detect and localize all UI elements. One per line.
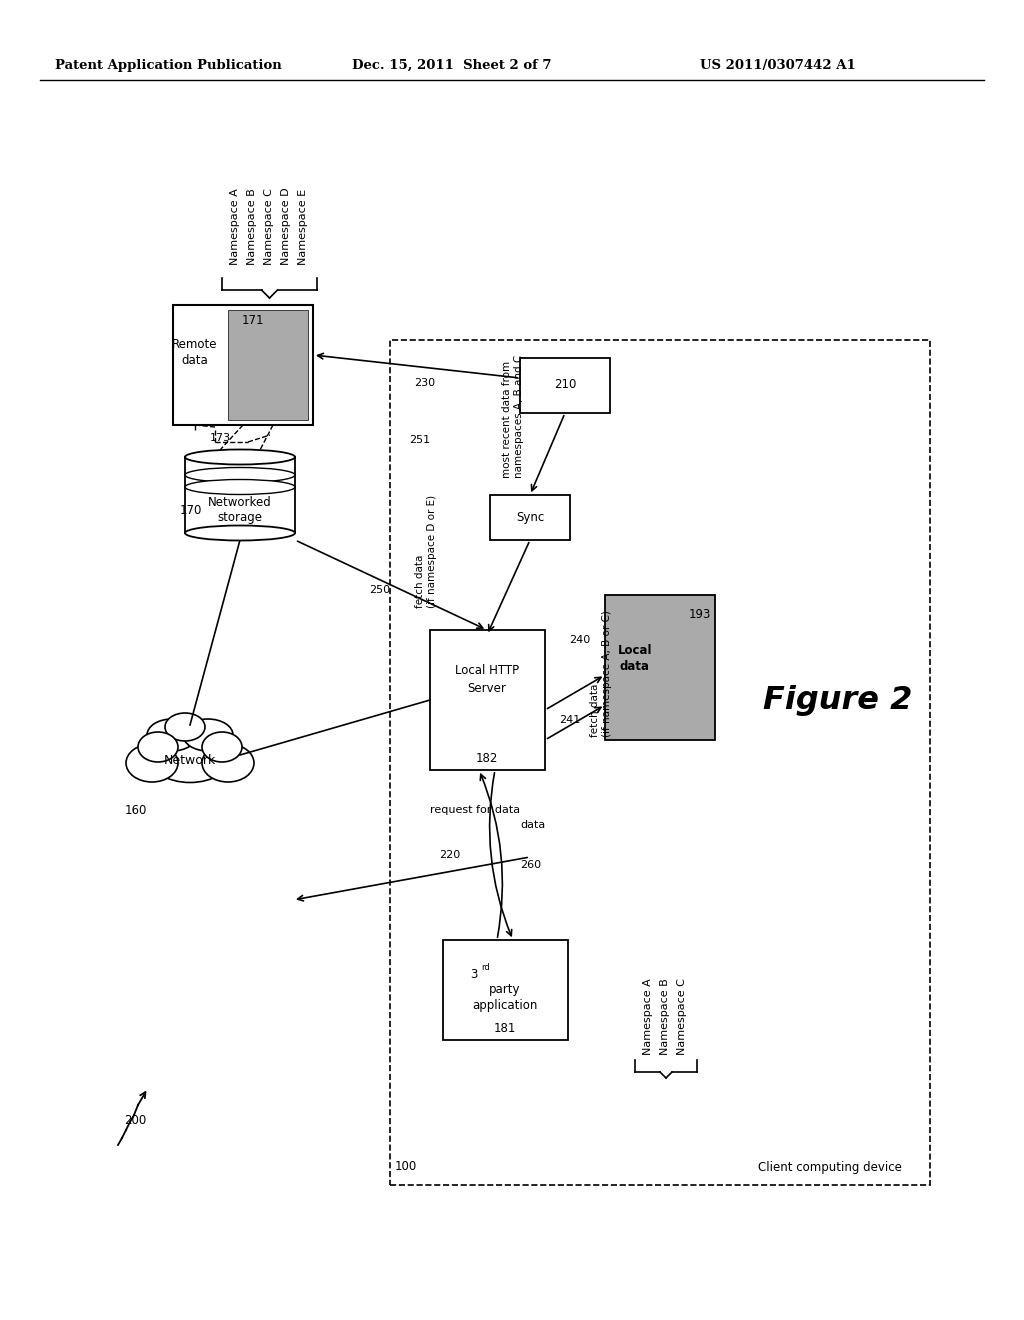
Text: Local HTTP: Local HTTP	[455, 664, 519, 676]
Text: Namespace C: Namespace C	[264, 189, 274, 265]
Text: data: data	[620, 660, 650, 673]
Ellipse shape	[185, 525, 295, 540]
Text: 260: 260	[520, 861, 541, 870]
Text: request for data: request for data	[430, 805, 520, 814]
Ellipse shape	[202, 733, 242, 762]
Bar	[228, 310, 308, 420]
Text: 230: 230	[415, 378, 435, 388]
Bar	[430, 630, 545, 770]
Text: Namespace A: Namespace A	[643, 978, 653, 1055]
Bar	[605, 595, 715, 741]
Text: Sync: Sync	[516, 511, 544, 524]
Text: 182: 182	[476, 751, 499, 764]
Text: Server: Server	[468, 681, 507, 694]
Text: US 2011/0307442 A1: US 2011/0307442 A1	[700, 58, 856, 71]
Ellipse shape	[183, 719, 233, 751]
Text: 220: 220	[439, 850, 461, 861]
Text: Remote: Remote	[172, 338, 218, 351]
Bar	[173, 305, 313, 425]
Text: 240: 240	[569, 635, 591, 645]
Text: Dec. 15, 2011  Sheet 2 of 7: Dec. 15, 2011 Sheet 2 of 7	[352, 58, 552, 71]
Text: 181: 181	[494, 1022, 516, 1035]
Text: 251: 251	[410, 436, 430, 445]
Text: Namespace B: Namespace B	[247, 189, 257, 265]
Text: Local: Local	[617, 644, 652, 656]
Text: fetch data
(if namespace A, B or C): fetch data (if namespace A, B or C)	[590, 610, 611, 737]
Ellipse shape	[185, 467, 295, 483]
Text: party: party	[489, 983, 521, 997]
Text: Namespace E: Namespace E	[298, 189, 308, 265]
Text: Client computing device: Client computing device	[758, 1160, 902, 1173]
Text: Namespace B: Namespace B	[660, 978, 670, 1055]
Ellipse shape	[165, 713, 205, 741]
Text: 3: 3	[471, 969, 478, 982]
Bar	[443, 940, 568, 1040]
Text: Patent Application Publication: Patent Application Publication	[55, 58, 282, 71]
Text: 170: 170	[180, 503, 203, 516]
Bar	[490, 495, 570, 540]
Text: Namespace D: Namespace D	[281, 187, 291, 265]
Text: application: application	[472, 998, 538, 1011]
Text: 160: 160	[125, 804, 147, 817]
Text: 173: 173	[210, 433, 230, 444]
Ellipse shape	[185, 479, 295, 495]
Ellipse shape	[202, 744, 254, 781]
Text: Figure 2: Figure 2	[763, 685, 912, 715]
Ellipse shape	[126, 744, 178, 781]
Text: 193: 193	[689, 609, 712, 622]
Text: Networked: Networked	[208, 495, 272, 508]
Ellipse shape	[138, 733, 178, 762]
Text: 171: 171	[242, 314, 264, 326]
Text: rd: rd	[481, 964, 489, 973]
Bar	[390, 341, 930, 1185]
Text: Network: Network	[164, 754, 216, 767]
Text: 200: 200	[124, 1114, 146, 1126]
Text: Namespace A: Namespace A	[230, 189, 240, 265]
Text: 210: 210	[554, 379, 577, 392]
Text: most recent data from
namespaces A, B and C: most recent data from namespaces A, B an…	[502, 355, 523, 478]
Ellipse shape	[185, 450, 295, 465]
Text: data: data	[520, 820, 545, 830]
Text: Namespace C: Namespace C	[677, 978, 687, 1055]
Text: fetch data
(if namespace D or E): fetch data (if namespace D or E)	[415, 495, 436, 609]
Text: 250: 250	[370, 585, 390, 595]
Ellipse shape	[147, 719, 197, 751]
Ellipse shape	[147, 727, 232, 783]
Text: data: data	[181, 354, 208, 367]
Text: 100: 100	[395, 1160, 417, 1173]
Bar	[520, 358, 610, 413]
Text: 241: 241	[559, 715, 581, 725]
Text: storage: storage	[217, 511, 262, 524]
